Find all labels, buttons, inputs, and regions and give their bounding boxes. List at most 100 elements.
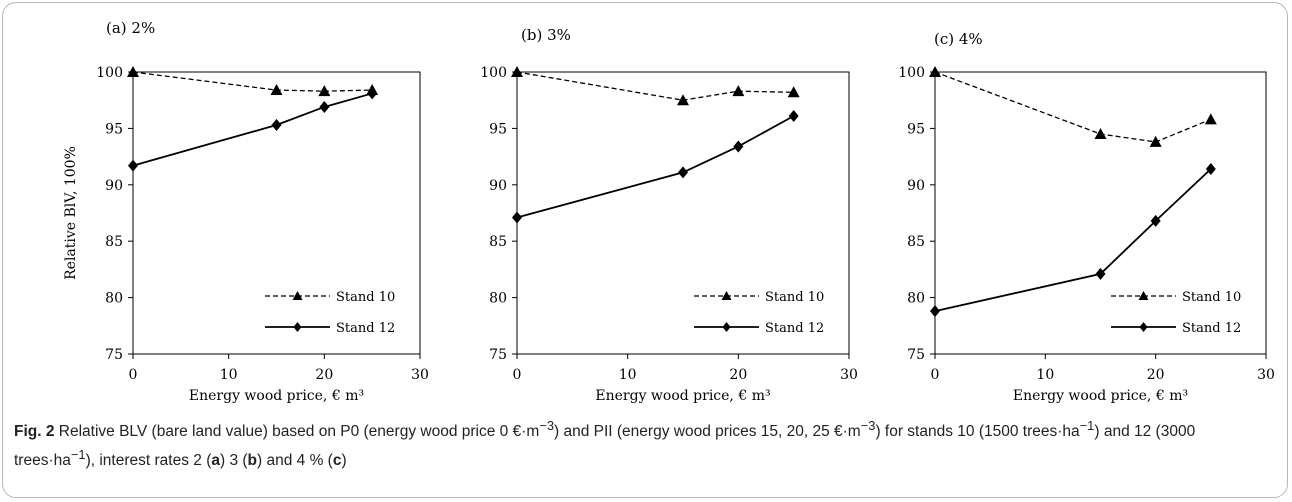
y-tick-label: 100 [480,65,507,81]
plot-area [934,71,1267,355]
caption-sup: −3 [860,418,876,433]
caption-text: ) and PII (energy wood prices 15, 20, 25… [554,423,861,441]
y-tick-label: 95 [105,121,123,137]
data-point-triangle [270,84,283,96]
y-tick-label: 80 [907,291,925,307]
y-tick-label: 100 [898,65,925,81]
y-tick-label: 75 [907,347,925,363]
legend-marker-triangle [292,291,303,300]
data-point-diamond [678,166,688,179]
x-tick-label: 10 [1036,367,1054,383]
data-point-diamond [367,87,378,100]
legend-label: Stand 12 [765,321,824,336]
panel-title: (c) 4% [934,30,983,48]
series-line-stand-10 [934,71,1212,143]
data-point-triangle [1094,128,1107,140]
x-tick-label: 10 [619,367,637,383]
y-tick-label: 95 [907,121,925,137]
data-point-diamond [733,140,744,153]
panel-title: (b) 3% [521,26,571,44]
data-point-diamond [1095,267,1106,280]
caption-text: Relative BLV (bare land value) based on … [54,423,540,441]
caption-panel-c: c [332,452,342,470]
y-tick-label: 85 [489,234,507,250]
series-line-stand-12 [516,115,795,219]
figure-caption: Fig. 2 Relative BLV (bare land value) ba… [14,414,1276,472]
legend-marker-triangle [1138,291,1149,300]
y-tick-label: 95 [489,121,507,137]
legend-label: Stand 10 [336,290,395,305]
y-tick-label: 75 [105,347,123,363]
caption-label: Fig. 2 [14,423,55,441]
caption-text: ), interest rates 2 ( [85,452,212,470]
series-line-stand-12 [934,168,1212,313]
y-tick-label: 90 [489,178,507,194]
series-line-stand-10 [516,71,794,101]
chart-panel-a: (a) 2% 75 80 85 90 95 100 0 10 20 30 Energy wood pr… [63,19,429,404]
legend-marker-triangle [721,291,732,300]
data-point-triangle [318,85,331,97]
legend-label: Stand 12 [336,321,395,336]
legend-marker-diamond [293,322,302,332]
caption-text: ) and 4 % ( [257,452,333,470]
data-point-triangle [929,66,941,77]
data-point-triangle [1149,135,1162,147]
data-point-triangle [787,86,800,98]
x-tick-label: 20 [1147,367,1165,383]
data-point-triangle [511,66,523,77]
x-tick-label: 0 [513,367,522,383]
chart-panel-b: (b) 3% 75 80 85 90 95 100 0 10 20 30 Energy wood pr… [480,26,858,404]
data-point-diamond [512,211,522,224]
x-tick-label: 20 [315,367,333,383]
y-tick-label: 75 [489,347,507,363]
x-tick-label: 0 [931,367,940,383]
data-point-triangle [127,66,139,77]
x-tick-label: 30 [840,367,858,383]
y-tick-label: 80 [489,291,507,307]
caption-sup: −1 [70,447,86,463]
data-point-triangle [1204,113,1217,125]
data-point-triangle [677,94,689,106]
legend-label: Stand 12 [1182,321,1241,336]
caption-text: ) [341,452,347,470]
y-tick-label: 90 [105,178,123,194]
data-point-triangle [732,85,745,97]
x-tick-label: 0 [129,367,138,383]
legend-label: Stand 10 [1182,290,1241,305]
data-point-diamond [1205,163,1216,176]
caption-sup: −3 [539,418,554,433]
data-point-diamond [128,159,138,172]
legend-marker-diamond [722,322,731,332]
series-line-stand-10 [132,71,373,92]
caption-sup: −1 [1079,418,1095,433]
x-axis-label: Energy wood price, € m³ [595,388,770,404]
y-tick-label: 85 [105,234,123,250]
series-line-stand-12 [132,92,373,167]
x-axis-label: Energy wood price, € m³ [1013,388,1188,404]
x-tick-label: 20 [729,367,747,383]
y-tick-label: 90 [907,178,925,194]
data-point-diamond [930,305,940,318]
plot-area [516,71,850,355]
plot-area [132,71,421,355]
x-tick-label: 30 [411,367,429,383]
y-tick-label: 85 [907,234,925,250]
legend-marker-diamond [1139,322,1148,332]
y-tick-label: 80 [105,291,123,307]
data-point-diamond [1150,214,1161,227]
caption-panel-a: a [211,452,220,470]
data-point-diamond [271,119,282,132]
caption-text: ) for stands 10 (1500 trees·ha [875,423,1080,441]
data-point-diamond [788,109,799,122]
data-point-diamond [319,100,330,113]
caption-text: ) 3 ( [219,452,248,470]
y-tick-label: 100 [96,65,123,81]
caption-text: ) and 12 (3000 trees·ha [14,423,1196,470]
legend-label: Stand 10 [765,290,824,305]
x-tick-label: 10 [220,367,238,383]
caption-panel-b: b [247,452,258,470]
x-tick-label: 30 [1257,367,1275,383]
x-axis-label: Energy wood price, € m³ [189,388,364,404]
panel-title: (a) 2% [106,19,155,37]
